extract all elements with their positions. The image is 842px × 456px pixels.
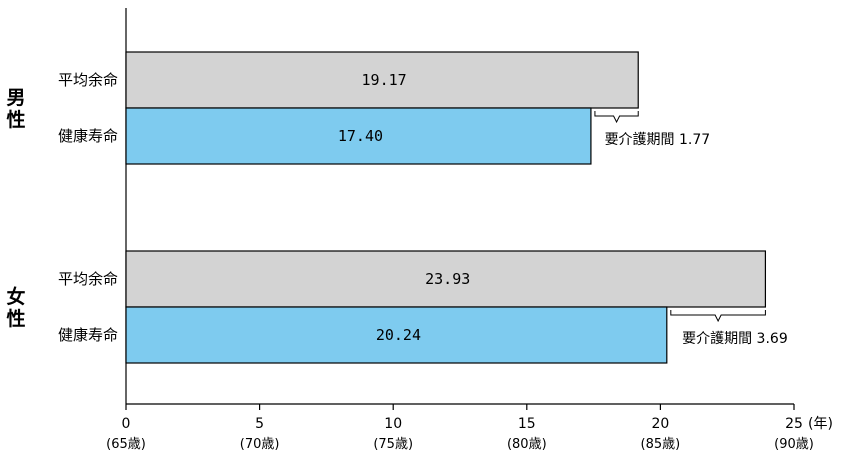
- bar-category-label: 健康寿命: [58, 127, 118, 145]
- x-tick-label: 0: [122, 416, 131, 432]
- x-tick-sublabel: (90歳): [774, 437, 814, 452]
- bar: [125, 250, 767, 308]
- x-tick-sublabel: (85歳): [641, 437, 681, 452]
- x-tick-label: 20: [651, 416, 669, 432]
- annotation-label: 要介護期間 1.77: [605, 132, 711, 148]
- x-tick-sublabel: (65歳): [106, 437, 146, 452]
- group-label-char: 性: [6, 307, 25, 330]
- group-label-char: 女: [6, 285, 25, 308]
- x-tick-sublabel: (75歳): [373, 437, 413, 452]
- x-tick-label: 25: [785, 416, 803, 432]
- bar-value-label: 19.17: [362, 71, 407, 89]
- bar-value-label: 23.93: [425, 270, 470, 288]
- annotation-label: 要介護期間 3.69: [682, 331, 788, 347]
- x-axis-unit: (年): [808, 416, 833, 432]
- x-tick-label: 15: [518, 416, 536, 432]
- bar-category-label: 健康寿命: [58, 326, 118, 344]
- bar-value-label: 17.40: [338, 127, 383, 145]
- bar-category-label: 平均余命: [58, 270, 118, 288]
- x-tick-sublabel: (80歳): [507, 437, 547, 452]
- x-tick-sublabel: (70歳): [240, 437, 280, 452]
- bar: [125, 107, 592, 165]
- x-tick-label: 10: [384, 416, 402, 432]
- annotation-bracket: [670, 310, 766, 323]
- bar-value-label: 20.24: [376, 326, 421, 344]
- bar: [125, 51, 639, 109]
- bar: [125, 306, 668, 364]
- bar-category-label: 平均余命: [58, 71, 118, 89]
- group-label-char: 性: [6, 108, 25, 131]
- annotation-bracket: [594, 111, 639, 124]
- group-label-char: 男: [6, 87, 25, 109]
- x-tick-label: 5: [255, 416, 264, 432]
